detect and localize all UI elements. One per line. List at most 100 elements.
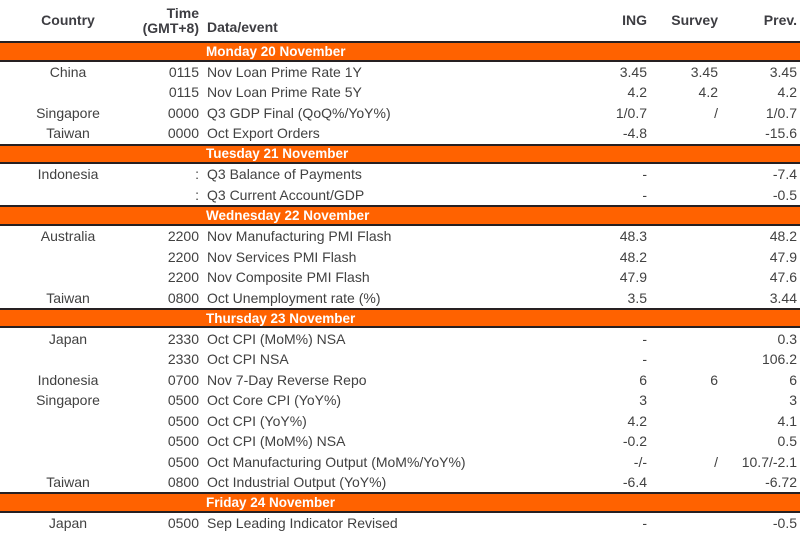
- event-cell: Oct Unemployment rate (%): [207, 289, 381, 306]
- survey-cell: 4.2: [698, 84, 718, 101]
- table-row: Singapore 0000 Q3 GDP Final (QoQ%/YoY%) 1/0…: [0, 103, 800, 124]
- table-row: : Q3 Current Account/GDP - -0.5: [0, 185, 800, 206]
- time-cell: 0500: [167, 453, 199, 470]
- prev-cell: 6: [789, 371, 797, 388]
- prev-cell: 4.2: [777, 84, 797, 101]
- time-cell: 0000: [167, 104, 199, 121]
- event-cell: Nov Manufacturing PMI Flash: [207, 228, 392, 245]
- event-cell: Q3 Current Account/GDP: [207, 186, 365, 203]
- table-row: 0115 Nov Loan Prime Rate 5Y 4.2 4.2 4.2: [0, 82, 800, 103]
- time-cell: 2330: [167, 351, 199, 368]
- prev-cell: -6.72: [765, 474, 797, 491]
- day-section-title: Tuesday 21 November: [206, 146, 349, 162]
- ing-cell: -6.4: [622, 474, 647, 491]
- day-section-title: Monday 20 November: [206, 43, 346, 59]
- prev-cell: 47.9: [769, 248, 797, 265]
- table-row: Taiwan 0000 Oct Export Orders -4.8 -15.6: [0, 123, 800, 144]
- event-cell: Nov Loan Prime Rate 5Y: [207, 84, 362, 101]
- ing-cell: -/-: [633, 453, 647, 470]
- event-cell: Oct Core CPI (YoY%): [207, 392, 342, 409]
- ing-cell: -: [642, 351, 647, 368]
- time-cell: 0115: [168, 84, 199, 101]
- country-cell: Japan: [48, 515, 88, 532]
- time-cell: 2200: [167, 248, 199, 265]
- survey-cell: /: [714, 104, 718, 121]
- ing-cell: 6: [639, 371, 647, 388]
- day-section-title: Wednesday 22 November: [206, 207, 370, 223]
- country-cell: Australia: [40, 228, 96, 245]
- time-cell: :: [195, 166, 199, 183]
- table-row: Australia 2200 Nov Manufacturing PMI Flash…: [0, 226, 800, 247]
- ing-cell: -: [642, 166, 647, 183]
- country-cell: Singapore: [36, 392, 100, 409]
- time-cell: 2200: [167, 269, 199, 286]
- event-cell: Oct CPI (YoY%): [207, 412, 307, 429]
- ing-cell: 48.2: [619, 248, 647, 265]
- day-section-header: Wednesday 22 November: [0, 205, 800, 226]
- ing-cell: 3.45: [619, 63, 647, 80]
- prev-cell: 48.2: [769, 228, 797, 245]
- ing-cell: -0.2: [622, 433, 647, 450]
- time-cell: 0500: [167, 392, 199, 409]
- day-section-header: Tuesday 21 November: [0, 143, 800, 165]
- prev-cell: 4.1: [777, 412, 797, 429]
- event-cell: Nov Loan Prime Rate 1Y: [207, 63, 362, 80]
- column-header-ing: ING: [622, 12, 647, 28]
- ing-cell: 48.3: [619, 228, 647, 245]
- country-cell: Indonesia: [37, 166, 99, 183]
- ing-cell: -: [642, 330, 647, 347]
- country-cell: China: [49, 63, 87, 80]
- time-cell: 0500: [167, 412, 199, 429]
- country-cell: Indonesia: [37, 371, 99, 388]
- event-cell: Nov Services PMI Flash: [207, 248, 357, 265]
- prev-cell: 3.44: [769, 289, 797, 306]
- time-cell: 0500: [167, 433, 199, 450]
- ing-cell: 47.9: [619, 269, 647, 286]
- table-row: Japan 0500 Sep Leading Indicator Revised - -…: [0, 513, 800, 533]
- prev-cell: 1/0.7: [765, 104, 797, 121]
- country-cell: Taiwan: [46, 474, 90, 491]
- event-cell: Oct Manufacturing Output (MoM%/YoY%): [207, 453, 466, 470]
- prev-cell: 10.7/-2.1: [741, 453, 797, 470]
- country-cell: Taiwan: [46, 125, 90, 142]
- ing-cell: -: [642, 186, 647, 203]
- ing-cell: 3.5: [627, 289, 647, 306]
- table-row: Taiwan 0800 Oct Unemployment rate (%) 3.5 3.…: [0, 287, 800, 308]
- prev-cell: 3: [789, 392, 797, 409]
- column-header-survey: Survey: [671, 12, 718, 28]
- day-section-header: Thursday 23 November: [0, 307, 800, 329]
- ing-cell: 4.2: [627, 84, 647, 101]
- column-header-data-event: Data/event: [207, 19, 278, 35]
- day-section-header: Monday 20 November: [0, 41, 800, 62]
- table-row: 0500 Oct CPI (YoY%) 4.2 4.1: [0, 410, 800, 431]
- prev-cell: 47.6: [769, 269, 797, 286]
- event-cell: Oct Industrial Output (YoY%): [207, 474, 387, 491]
- time-cell: 0700: [167, 371, 199, 388]
- table-row: China 0115 Nov Loan Prime Rate 1Y 3.45 3.45 3…: [0, 62, 800, 83]
- country-cell: Taiwan: [46, 289, 90, 306]
- time-cell: 0000: [167, 125, 199, 142]
- prev-cell: -7.4: [772, 166, 797, 183]
- table-row: Japan 2330 Oct CPI (MoM%) NSA - 0.3: [0, 328, 800, 349]
- time-cell: 0115: [168, 63, 199, 80]
- prev-cell: -15.6: [765, 125, 797, 142]
- prev-cell: -0.5: [772, 515, 797, 532]
- time-cell: 0500: [167, 515, 199, 532]
- time-cell: 2200: [167, 228, 199, 245]
- prev-cell: 0.5: [777, 433, 797, 450]
- event-cell: Oct Export Orders: [207, 125, 320, 142]
- event-cell: Nov 7-Day Reverse Repo: [207, 371, 367, 388]
- day-section-title: Friday 24 November: [206, 495, 336, 511]
- event-cell: Q3 Balance of Payments: [207, 166, 362, 183]
- table-row: 0500 Oct CPI (MoM%) NSA -0.2 0.5: [0, 431, 800, 452]
- ing-cell: -: [642, 515, 647, 532]
- time-cell: 0800: [167, 289, 199, 306]
- table-row: 2200 Nov Services PMI Flash 48.2 47.9: [0, 246, 800, 267]
- survey-cell: /: [714, 453, 718, 470]
- event-cell: Oct CPI (MoM%) NSA: [207, 330, 346, 347]
- event-cell: Oct CPI (MoM%) NSA: [207, 433, 346, 450]
- prev-cell: -0.5: [772, 186, 797, 203]
- event-cell: Q3 GDP Final (QoQ%/YoY%): [207, 104, 391, 121]
- table-row: 0500 Oct Manufacturing Output (MoM%/YoY%)…: [0, 451, 800, 472]
